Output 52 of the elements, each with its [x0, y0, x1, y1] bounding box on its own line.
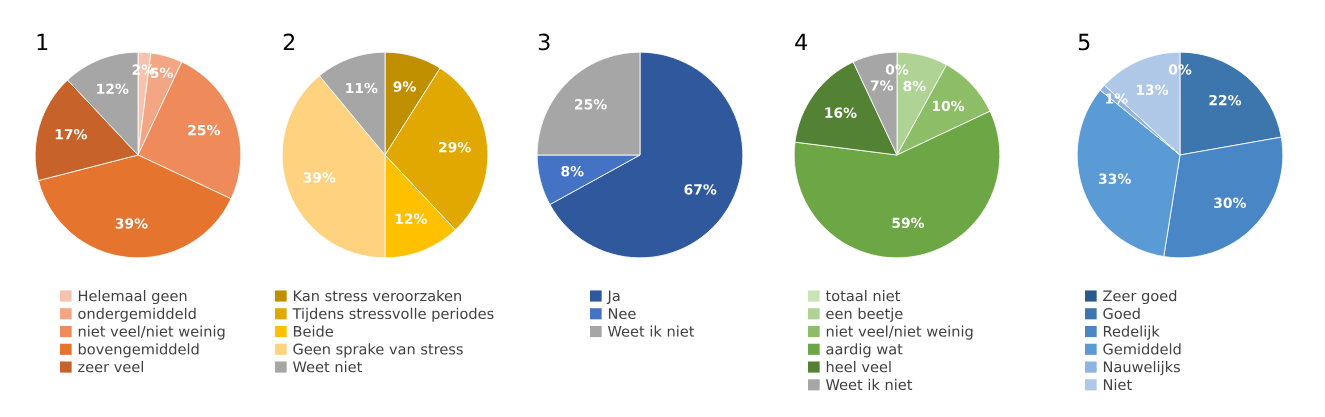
- data-label: 39%: [115, 218, 148, 229]
- text: 0%: [885, 64, 909, 75]
- legend-label: Ja: [606, 290, 620, 304]
- legend-label: Nee: [608, 308, 636, 320]
- data-label: 22%: [1209, 94, 1242, 106]
- legend-label: niet veel/niet weinig: [826, 325, 973, 340]
- data-label: 11%: [346, 82, 378, 94]
- data-label: 8%: [561, 165, 584, 177]
- legend-label: Nauwelijks: [1103, 361, 1180, 376]
- legend-label: zeer veel: [78, 361, 143, 373]
- chart-title: 1: [37, 33, 48, 51]
- data-label: 13%: [1136, 84, 1169, 95]
- chart-title: 4: [795, 33, 808, 51]
- legend-label: Tijdens stressvolle periodes: [292, 307, 494, 322]
- legend-label: Weet ik niet: [607, 325, 695, 337]
- legend-label: Gemiddeld: [1103, 343, 1181, 355]
- chart-title: 3: [538, 33, 550, 51]
- legend-label: heel veel: [826, 361, 891, 373]
- legend-label: aardig wat: [826, 343, 903, 358]
- legend-label: Helemaal geen: [78, 290, 187, 305]
- chart-title: 2: [283, 33, 295, 51]
- data-label: 12%: [395, 213, 427, 225]
- chart-title: 5: [1078, 33, 1090, 51]
- legend-label: Beide: [293, 325, 333, 337]
- legend-label: bovengemiddeld: [78, 343, 199, 358]
- data-label: 29%: [439, 141, 471, 153]
- legend-label: een beetje: [826, 307, 903, 322]
- data-label: 16%: [825, 107, 857, 118]
- legend-label: Redelijk: [1103, 325, 1160, 340]
- data-label: 39%: [303, 172, 336, 183]
- legend-label: Niet: [1103, 378, 1132, 391]
- data-label: 30%: [1214, 197, 1247, 209]
- legend-label: ondergemiddeld: [78, 307, 196, 322]
- data-label: 7%: [870, 80, 894, 91]
- data-label: 59%: [892, 217, 925, 229]
- data-label: 9%: [393, 81, 416, 92]
- data-label: 25%: [575, 99, 607, 110]
- legend-label: Geen sprake van stress: [293, 343, 463, 358]
- data-label: 33%: [1098, 173, 1131, 184]
- data-label: 10%: [932, 100, 965, 112]
- legend-label: Kan stress veroorzaken: [293, 290, 462, 302]
- data-label: 8%: [903, 80, 926, 92]
- data-label: 25%: [188, 124, 220, 136]
- data-label: 12%: [97, 83, 129, 94]
- data-label: 67%: [684, 184, 717, 195]
- legend-label: Zeer goed: [1103, 290, 1177, 305]
- legend-label: Weet niet: [292, 361, 362, 373]
- data-label: 17%: [55, 129, 88, 140]
- legend-label: totaal niet: [825, 290, 901, 302]
- legend-label: niet veel/niet weinig: [78, 325, 225, 340]
- legend-label: Weet ik niet: [825, 378, 913, 391]
- legend-label: Goed: [1103, 307, 1140, 320]
